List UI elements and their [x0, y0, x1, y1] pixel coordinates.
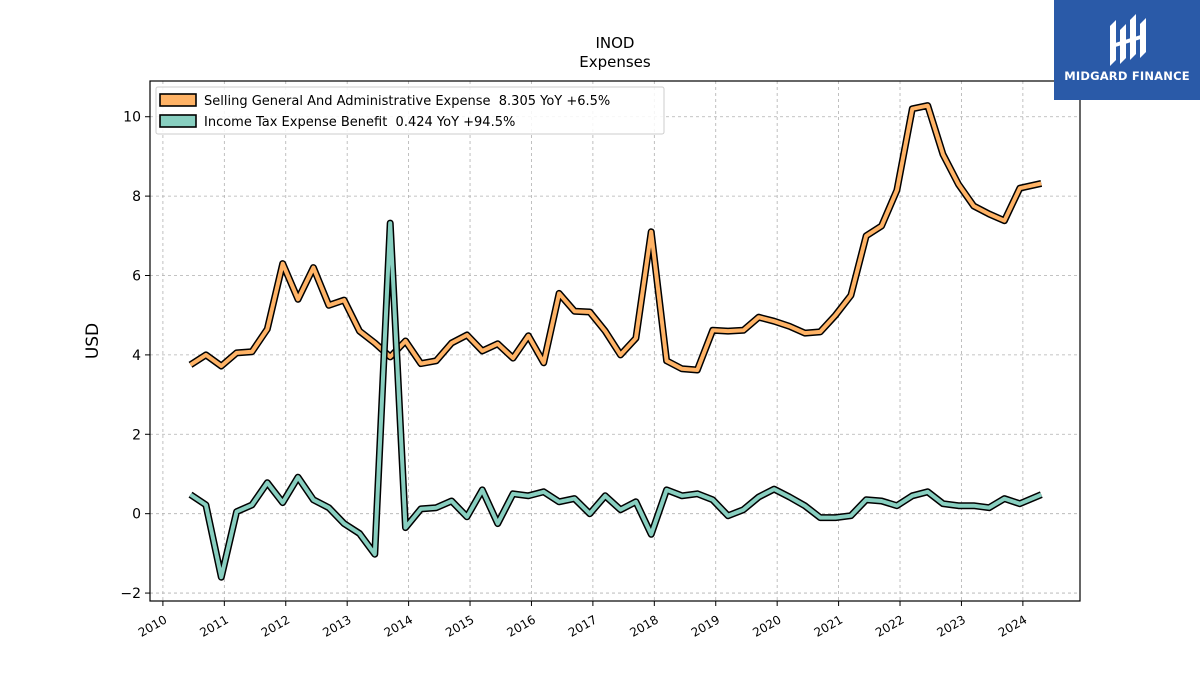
x-tick-label: 2011 [197, 612, 230, 639]
plot-frame [149, 80, 1081, 602]
x-tick-label: 2017 [566, 612, 599, 639]
x-tick-label: 2013 [320, 612, 353, 639]
x-tick-label: 2014 [382, 612, 415, 639]
series-line-outline-0 [188, 102, 1043, 374]
y-tick-label: 2 [132, 427, 141, 443]
y-tick-label: 8 [132, 189, 141, 205]
y-tick-label: 0 [132, 507, 141, 523]
legend-label-sga: Selling General And Administrative Expen… [204, 94, 610, 109]
y-axis-label: USD [83, 323, 103, 359]
legend-box [155, 86, 665, 135]
x-tick-label: 2012 [259, 612, 292, 639]
x-tick-label: 2015 [443, 612, 476, 639]
series-line-0 [189, 103, 1042, 372]
midgard-logo-icon [1110, 14, 1146, 66]
brand-logo: MIDGARD FINANCE [1054, 0, 1200, 100]
x-tick-label: 2021 [812, 612, 845, 639]
series-line-1 [189, 221, 1043, 580]
brand-logo-text: MIDGARD FINANCE [1064, 69, 1190, 83]
y-tick-label: 6 [132, 269, 141, 285]
series-layer [188, 102, 1043, 581]
x-tick-label: 2022 [873, 612, 906, 639]
legend-swatch-tax [159, 114, 197, 128]
x-tick-label: 2024 [996, 612, 1029, 639]
x-tick-label: 2018 [627, 612, 660, 639]
legend: Selling General And Administrative Expen… [155, 86, 665, 135]
y-tick-label: 10 [123, 110, 141, 126]
chart-title: INOD [595, 34, 634, 52]
x-tick-label: 2016 [505, 612, 538, 639]
y-tick-label: 4 [132, 348, 141, 364]
x-tick-label: 2010 [136, 612, 169, 639]
legend-swatch-sga [159, 93, 197, 107]
x-tick-label: 2023 [934, 612, 967, 639]
y-ticks: −2 0 2 4 6 8 10 [120, 110, 150, 602]
x-tick-label: 2020 [750, 612, 783, 639]
y-tick-label: −2 [120, 586, 141, 602]
chart-subtitle: Expenses [579, 53, 651, 71]
x-tick-label: 2019 [689, 612, 722, 639]
x-ticks: 2010 2011 2012 2013 2014 2015 2016 2017 2018 2019… [136, 601, 1029, 640]
legend-label-tax: Income Tax Expense Benefit 0.424 YoY +94… [204, 115, 515, 130]
